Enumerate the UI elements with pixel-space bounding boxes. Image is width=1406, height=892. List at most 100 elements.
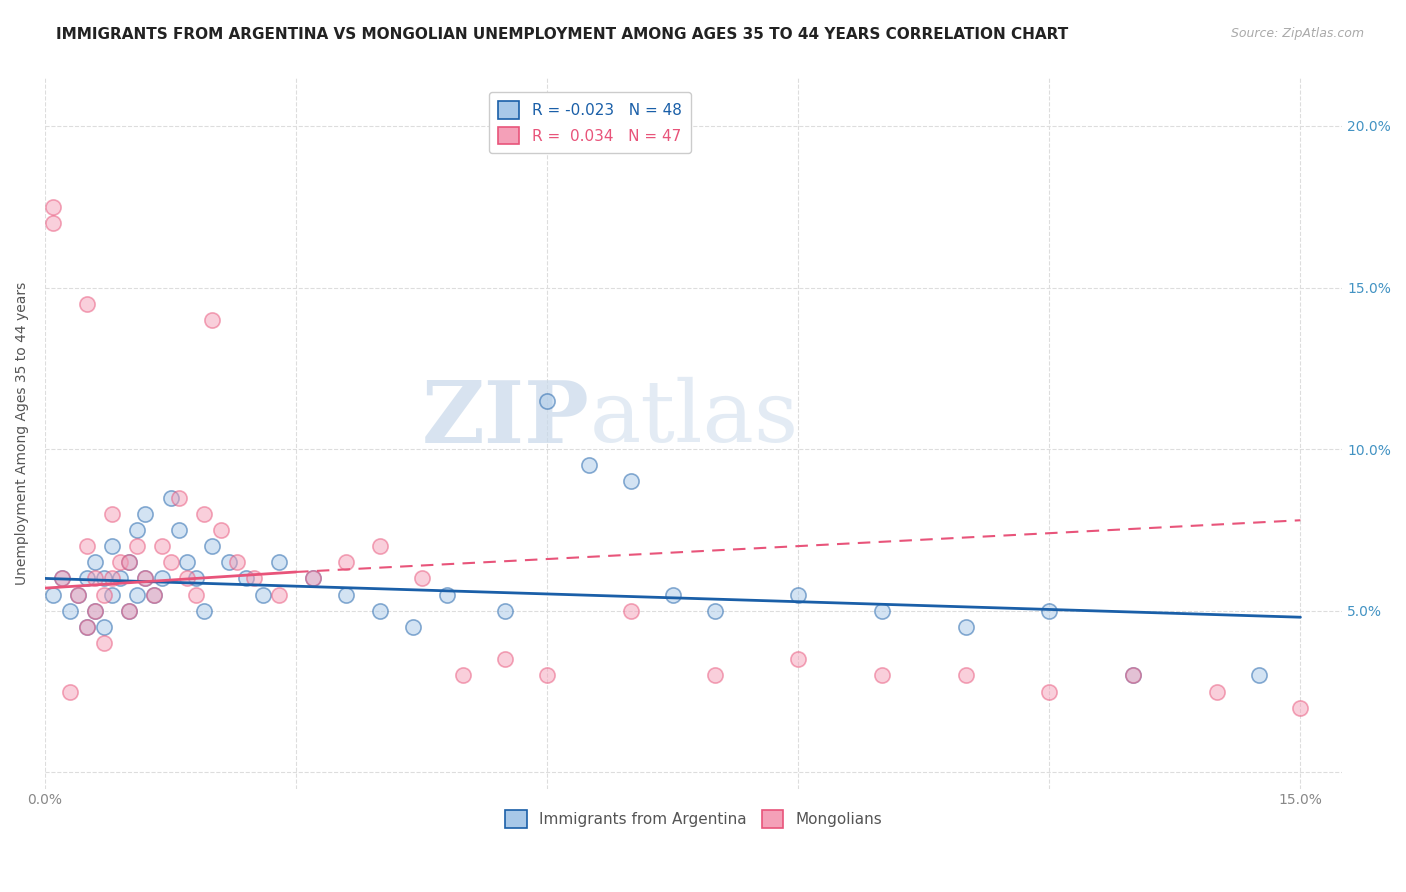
Point <box>76 571 98 585</box>
Point <box>76 296 98 310</box>
Y-axis label: Unemployment Among Ages 35 to 44 years: Unemployment Among Ages 35 to 44 years <box>15 281 30 584</box>
Point <box>870 604 893 618</box>
Point <box>494 604 516 618</box>
Point <box>84 571 107 585</box>
Point <box>1122 668 1144 682</box>
Point <box>84 604 107 618</box>
Point <box>51 571 73 585</box>
Point <box>93 588 115 602</box>
Point <box>42 216 65 230</box>
Point <box>101 507 124 521</box>
Point <box>368 604 391 618</box>
Point <box>193 507 215 521</box>
Point <box>42 200 65 214</box>
Point <box>301 571 323 585</box>
Point <box>301 571 323 585</box>
Point <box>76 620 98 634</box>
Point <box>1122 668 1144 682</box>
Point <box>184 571 207 585</box>
Point <box>51 571 73 585</box>
Point <box>578 458 600 473</box>
Point <box>536 668 558 682</box>
Point <box>436 588 458 602</box>
Point <box>176 555 198 569</box>
Point <box>101 571 124 585</box>
Point <box>118 555 141 569</box>
Point <box>368 539 391 553</box>
Point <box>134 507 156 521</box>
Point <box>1038 684 1060 698</box>
Point <box>159 491 181 505</box>
Point <box>93 571 115 585</box>
Point <box>269 555 291 569</box>
Point <box>453 668 475 682</box>
Point <box>159 555 181 569</box>
Point <box>125 588 148 602</box>
Point <box>1038 604 1060 618</box>
Point <box>118 555 141 569</box>
Point <box>201 539 224 553</box>
Point <box>125 523 148 537</box>
Point <box>252 588 274 602</box>
Point <box>955 668 977 682</box>
Point <box>955 620 977 634</box>
Point <box>536 393 558 408</box>
Point <box>67 588 90 602</box>
Point <box>167 491 190 505</box>
Point <box>167 523 190 537</box>
Point <box>101 588 124 602</box>
Point <box>411 571 433 585</box>
Point <box>661 588 683 602</box>
Point <box>226 555 249 569</box>
Point <box>42 588 65 602</box>
Point <box>125 539 148 553</box>
Point <box>620 475 643 489</box>
Point <box>118 604 141 618</box>
Point <box>201 313 224 327</box>
Point <box>402 620 425 634</box>
Point <box>150 539 173 553</box>
Point <box>269 588 291 602</box>
Point <box>93 620 115 634</box>
Point <box>84 555 107 569</box>
Point <box>59 684 82 698</box>
Point <box>1205 684 1227 698</box>
Point <box>787 588 810 602</box>
Point <box>870 668 893 682</box>
Point <box>209 523 232 537</box>
Point <box>76 620 98 634</box>
Point <box>134 571 156 585</box>
Point <box>93 636 115 650</box>
Point <box>67 588 90 602</box>
Point <box>243 571 266 585</box>
Point <box>142 588 165 602</box>
Text: atlas: atlas <box>591 377 799 460</box>
Point <box>494 652 516 666</box>
Point <box>118 604 141 618</box>
Point <box>335 588 357 602</box>
Point <box>218 555 240 569</box>
Point <box>193 604 215 618</box>
Point <box>150 571 173 585</box>
Point <box>703 604 725 618</box>
Point <box>335 555 357 569</box>
Point <box>142 588 165 602</box>
Point <box>184 588 207 602</box>
Text: Source: ZipAtlas.com: Source: ZipAtlas.com <box>1230 27 1364 40</box>
Point <box>76 539 98 553</box>
Point <box>235 571 257 585</box>
Point <box>1289 700 1312 714</box>
Point <box>110 571 132 585</box>
Point <box>134 571 156 585</box>
Point <box>59 604 82 618</box>
Point <box>1247 668 1270 682</box>
Point <box>787 652 810 666</box>
Point <box>101 539 124 553</box>
Point <box>703 668 725 682</box>
Point <box>84 604 107 618</box>
Text: ZIP: ZIP <box>422 376 591 461</box>
Point <box>620 604 643 618</box>
Point <box>176 571 198 585</box>
Legend: Immigrants from Argentina, Mongolians: Immigrants from Argentina, Mongolians <box>499 805 889 834</box>
Point <box>110 555 132 569</box>
